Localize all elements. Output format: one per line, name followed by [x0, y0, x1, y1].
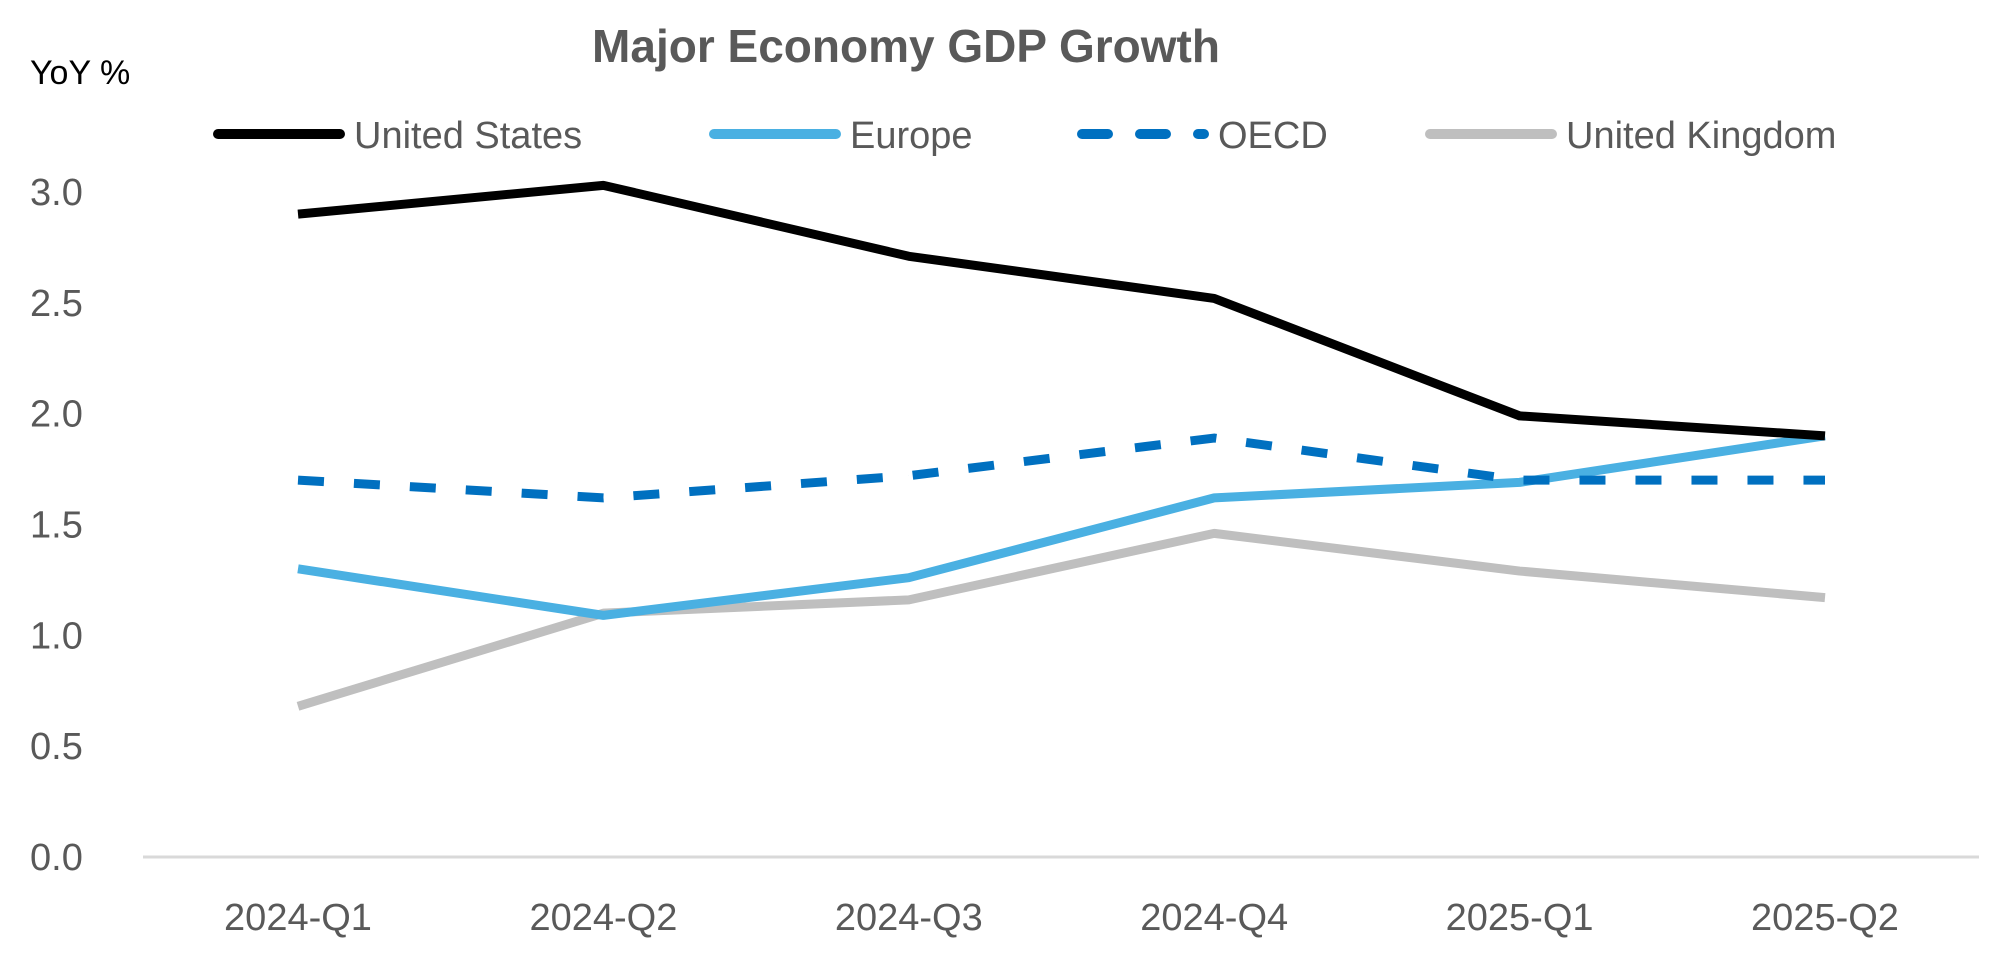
legend-label: Europe	[850, 115, 973, 157]
y-tick-label: 0.0	[30, 837, 83, 879]
x-tick-label: 2024-Q1	[224, 897, 372, 939]
legend-label: United States	[354, 115, 582, 157]
series-line-united-kingdom	[296, 528, 1826, 711]
legend-label: United Kingdom	[1566, 115, 1836, 157]
chart-title: Major Economy GDP Growth	[592, 20, 1220, 72]
y-tick-label: 2.5	[30, 283, 83, 325]
x-tick-label: 2025-Q2	[1751, 897, 1899, 939]
y-tick-label: 0.5	[30, 726, 83, 768]
series-lines	[296, 180, 1826, 711]
x-axis: 2024-Q1 2024-Q2 2024-Q3 2024-Q4 2025-Q1 2025-…	[224, 897, 1899, 939]
y-tick-label: 3.0	[30, 172, 83, 214]
legend: United States Europe OECD United Kingdom	[213, 115, 1836, 157]
y-axis: 0.0 0.5 1.0 1.5 2.0 2.5 3.0	[30, 172, 83, 879]
y-tick-label: 1.5	[30, 505, 83, 547]
x-tick-label: 2025-Q1	[1446, 897, 1594, 939]
series-line-united-states	[297, 180, 1826, 441]
x-tick-label: 2024-Q3	[835, 897, 983, 939]
legend-label: OECD	[1218, 115, 1328, 157]
x-tick-label: 2024-Q2	[529, 897, 677, 939]
x-tick-label: 2024-Q4	[1140, 897, 1288, 939]
y-tick-label: 2.0	[30, 394, 83, 436]
series-line-europe	[297, 431, 1826, 620]
y-tick-label: 1.0	[30, 615, 83, 657]
y-axis-label: YoY %	[30, 54, 130, 92]
